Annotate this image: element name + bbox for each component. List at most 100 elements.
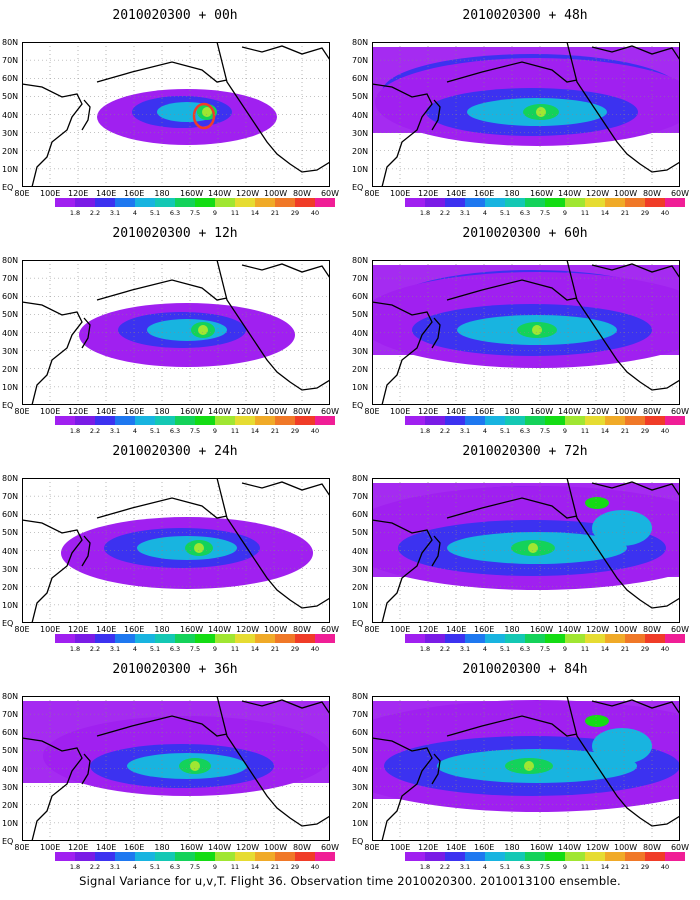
colorbar-swatch <box>605 416 625 425</box>
latitude-label: 60N <box>2 728 19 738</box>
latitude-label: 40N <box>2 546 19 556</box>
colorbar-label: 1.8 <box>69 427 81 435</box>
latitude-label: EQ <box>352 401 364 410</box>
colorbar-label: 40 <box>310 209 320 217</box>
colorbar-label: 11 <box>230 863 240 871</box>
coastline-alaska <box>96 497 228 519</box>
longitude-label: 140W <box>208 843 232 852</box>
colorbar-swatch <box>525 634 545 643</box>
colorbar-label: 4 <box>132 645 138 653</box>
coastline-japan <box>81 535 91 567</box>
colorbar-swatch <box>505 634 525 643</box>
map-plot <box>372 696 680 841</box>
longitude-label: 120E <box>68 625 89 634</box>
coastlines <box>372 696 680 841</box>
colorbar-label: 4 <box>482 645 488 653</box>
colorbar-swatch <box>665 198 685 207</box>
map-frame <box>372 696 680 841</box>
variance-field <box>61 517 313 589</box>
longitude-label: 60W <box>320 843 340 852</box>
colorbar-label: 29 <box>290 645 300 653</box>
colorbar-label: 1.8 <box>69 863 81 871</box>
forecast-panel: 2010020300 + 00h 80N 70N 60N 50N 40N 30N 20N 10N… <box>0 0 350 220</box>
map-plot <box>22 696 330 841</box>
colorbar-swatch <box>605 198 625 207</box>
colorbar-label: 11 <box>580 209 590 217</box>
longitude-label: 180 <box>504 407 520 416</box>
latitude-label: 30N <box>2 346 19 356</box>
colorbar-label: 3.1 <box>459 645 471 653</box>
colorbar-label: 1.8 <box>419 427 431 435</box>
map-frame <box>372 260 680 405</box>
longitude-label: 160W <box>530 625 554 634</box>
colorbar-swatch <box>95 852 115 861</box>
graticule <box>372 696 680 841</box>
colorbar <box>405 198 685 207</box>
coastline-japan <box>81 317 91 349</box>
colorbar-swatch <box>405 634 425 643</box>
colorbar-label: 5.1 <box>499 427 511 435</box>
colorbar-swatch <box>275 634 295 643</box>
colorbar-label: 21 <box>620 863 630 871</box>
latitude-label: 40N <box>352 546 369 556</box>
colorbar-swatch <box>255 416 275 425</box>
coastline-asia <box>22 83 83 187</box>
colorbar-label: 1.8 <box>419 209 431 217</box>
latitude-label: 60N <box>352 74 369 84</box>
longitude-label: 140E <box>446 843 467 852</box>
colorbar-swatch <box>75 198 95 207</box>
colorbar-label: 4 <box>132 209 138 217</box>
colorbar-swatch <box>255 198 275 207</box>
latitude-label: 60N <box>352 292 369 302</box>
map-plot <box>22 260 330 405</box>
coastline-north-america <box>216 696 330 827</box>
longitude-label: 60W <box>320 407 340 416</box>
graticule <box>372 478 680 623</box>
latitude-label: EQ <box>2 837 14 846</box>
latitude-label: 20N <box>352 146 369 156</box>
colorbar-label: 3.1 <box>109 427 121 435</box>
latitude-label: 20N <box>2 364 19 374</box>
latitude-label: 30N <box>2 564 19 574</box>
longitude-label: 120W <box>236 407 260 416</box>
graticule <box>372 42 680 187</box>
colorbar-label: 21 <box>620 645 630 653</box>
colorbar-label: 6.3 <box>169 645 181 653</box>
colorbar-label: 3.1 <box>459 427 471 435</box>
colorbar-label: 4 <box>132 863 138 871</box>
colorbar-swatch <box>115 198 135 207</box>
longitude-label: 120E <box>418 189 439 198</box>
colorbar-swatch <box>235 852 255 861</box>
longitude-label: 120W <box>586 407 610 416</box>
coastline-asia <box>22 737 83 841</box>
longitude-label: 160E <box>474 407 495 416</box>
colorbar-labels: 1.8 2.2 3.1 4 5.1 6.3 7.5 9 11 14 21 29 40 <box>65 427 325 435</box>
coastline-north-america <box>216 260 330 391</box>
coastlines <box>22 42 330 187</box>
longitude-label: 140E <box>446 407 467 416</box>
colorbar-swatch <box>405 198 425 207</box>
colorbar-label: 7.5 <box>539 645 551 653</box>
longitude-label: 160E <box>124 625 145 634</box>
colorbar-label: 3.1 <box>459 863 471 871</box>
longitude-label: 80E <box>14 189 30 198</box>
colorbar-label: 14 <box>250 645 260 653</box>
colorbar-swatch <box>505 416 525 425</box>
colorbar-labels: 1.8 2.2 3.1 4 5.1 6.3 7.5 9 11 14 21 29 40 <box>415 427 675 435</box>
latitude-label: 20N <box>352 364 369 374</box>
forecast-panel: 2010020300 + 24h 80N 70N 60N 50N 40N 30N 20N 10N… <box>0 436 350 656</box>
colorbar-swatch <box>135 198 155 207</box>
colorbar-swatch <box>565 634 585 643</box>
colorbar-swatch <box>525 416 545 425</box>
colorbar-swatch <box>55 852 75 861</box>
coastline-north-america <box>216 478 330 609</box>
coastline-north-america <box>566 260 680 391</box>
longitude-label: 120E <box>418 625 439 634</box>
longitude-label: 160W <box>180 843 204 852</box>
colorbar-swatch <box>315 198 335 207</box>
coastline-alaska <box>446 715 578 737</box>
map-frame <box>372 42 680 187</box>
longitude-label: 80W <box>642 407 662 416</box>
longitude-label: 100E <box>390 625 411 634</box>
colorbar-label: 40 <box>660 427 670 435</box>
